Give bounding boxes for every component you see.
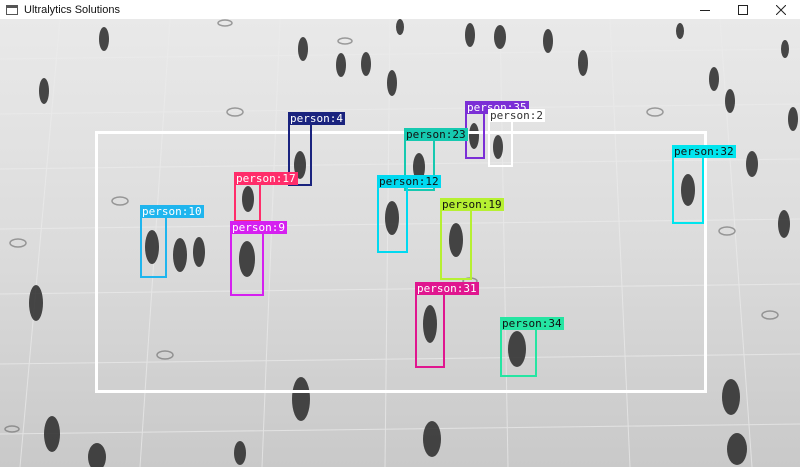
detection-box: person:2 bbox=[488, 109, 545, 167]
detection-label: person:9 bbox=[230, 221, 287, 234]
maximize-icon bbox=[738, 4, 748, 15]
detection-box: person:31 bbox=[415, 282, 479, 368]
detection-box: person:32 bbox=[672, 145, 736, 224]
minimize-button[interactable] bbox=[686, 0, 724, 19]
detection-box: person:4 bbox=[288, 112, 345, 186]
detection-label: person:23 bbox=[404, 128, 468, 141]
maximize-button[interactable] bbox=[724, 0, 762, 19]
window-icon bbox=[6, 4, 18, 15]
close-button[interactable] bbox=[762, 0, 800, 19]
window-controls bbox=[686, 0, 800, 19]
close-icon bbox=[776, 4, 786, 15]
detection-box: person:23 bbox=[404, 128, 468, 191]
detection-label: person:32 bbox=[672, 145, 736, 158]
detection-label: person:4 bbox=[288, 112, 345, 125]
detection-box: person:10 bbox=[140, 205, 204, 278]
detection-box: person:17 bbox=[234, 172, 298, 222]
detection-label: person:10 bbox=[140, 205, 204, 218]
detection-box: person:9 bbox=[230, 221, 287, 296]
detection-label: person:12 bbox=[377, 175, 441, 188]
video-frame: person:4 person:35 person:2 person:23 pe… bbox=[0, 19, 800, 467]
detection-label: person:19 bbox=[440, 198, 504, 211]
minimize-icon bbox=[700, 9, 710, 11]
detection-label: person:17 bbox=[234, 172, 298, 185]
detection-label: person:2 bbox=[488, 109, 545, 122]
detection-label: person:31 bbox=[415, 282, 479, 295]
detection-box: person:19 bbox=[440, 198, 504, 280]
counting-region bbox=[95, 131, 707, 393]
detection-label: person:34 bbox=[500, 317, 564, 330]
title-bar[interactable]: Ultralytics Solutions bbox=[0, 0, 800, 20]
detection-box: person:12 bbox=[377, 175, 441, 253]
window-title: Ultralytics Solutions bbox=[24, 3, 120, 16]
detection-box: person:34 bbox=[500, 317, 564, 377]
detection-box: person:35 bbox=[465, 101, 529, 159]
